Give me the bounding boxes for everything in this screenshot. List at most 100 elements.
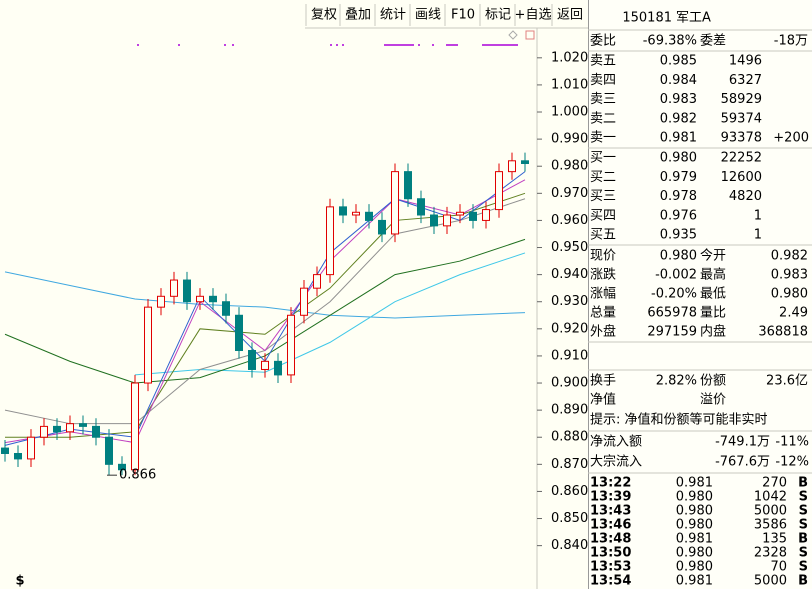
order-label: 买五 xyxy=(590,228,616,243)
order-volume: 6327 xyxy=(729,73,762,88)
trade-side: S xyxy=(799,518,808,533)
fund-label: 溢价 xyxy=(700,393,726,408)
stat-label: 量比 xyxy=(700,306,726,321)
candle-body xyxy=(378,219,386,235)
trade-side: S xyxy=(799,490,808,505)
y-tick-label: 0.960 xyxy=(551,213,588,228)
order-label: 卖五 xyxy=(590,54,616,69)
trade-time: 13:50 xyxy=(590,546,631,561)
order-label: 买四 xyxy=(590,208,616,223)
trade-price: 0.980 xyxy=(676,490,713,505)
toolbar-button[interactable]: 统计 xyxy=(380,8,406,23)
stat-label: 涨跌 xyxy=(590,267,616,283)
trade-time: 13:22 xyxy=(590,476,631,491)
trade-time: 13:46 xyxy=(590,518,631,533)
toolbar-button[interactable]: 画线 xyxy=(415,8,441,23)
value: -69.38% xyxy=(643,34,697,49)
fund-label: 份额 xyxy=(700,374,726,389)
candle-body xyxy=(287,314,295,376)
y-tick-label: 1.020 xyxy=(551,50,588,65)
candle-body xyxy=(391,171,399,235)
candle-body xyxy=(339,206,347,216)
candle-body xyxy=(118,463,126,471)
order-volume: 4820 xyxy=(729,189,762,204)
trade-price: 0.980 xyxy=(676,504,713,519)
toolbar-button[interactable]: 叠加 xyxy=(345,8,371,23)
candle-body xyxy=(248,350,256,370)
stat-label: 内盘 xyxy=(700,324,726,340)
candle-body xyxy=(235,314,243,352)
order-volume: 1 xyxy=(754,208,762,223)
toolbar-button[interactable]: 返回 xyxy=(557,8,583,23)
order-label: 卖二 xyxy=(590,111,616,126)
trade-side: S xyxy=(799,546,808,561)
trade-volume: 1042 xyxy=(754,490,787,505)
order-price: 0.983 xyxy=(660,92,697,107)
y-tick-label: 0.880 xyxy=(551,430,588,445)
flow-label: 大宗流入 xyxy=(590,454,642,470)
trade-volume: 70 xyxy=(770,560,787,575)
fund-value: 2.82% xyxy=(656,374,697,389)
moving-average xyxy=(4,271,526,319)
trade-side: B xyxy=(798,574,808,589)
flow-amount: -749.1万 xyxy=(715,435,770,450)
candle-body xyxy=(92,425,100,438)
candle-body xyxy=(183,279,191,303)
trade-side: S xyxy=(799,504,808,519)
label: 委比 xyxy=(590,34,616,49)
toolbar-button[interactable]: 标记 xyxy=(485,8,511,23)
toolbar-button[interactable]: F10 xyxy=(451,8,475,23)
order-volume: 58929 xyxy=(721,92,762,107)
toolbar-button[interactable]: 复权 xyxy=(311,7,337,23)
order-volume: 93378 xyxy=(721,131,762,146)
trade-time: 13:54 xyxy=(590,574,631,589)
candle-body xyxy=(482,209,490,221)
candle-body xyxy=(443,214,451,227)
trade-volume: 135 xyxy=(762,532,787,547)
order-volume: 1 xyxy=(754,228,762,243)
candle-body xyxy=(508,160,516,173)
order-price: 0.979 xyxy=(660,170,697,185)
candle-body xyxy=(300,287,308,316)
moving-average xyxy=(4,179,526,444)
candle-chart: 1.020 1.010 1.000 0.990 0.980 0.970 0.960 0.950… xyxy=(1,50,588,589)
candle-body xyxy=(196,295,204,303)
toolbar-button[interactable]: +自选 xyxy=(515,8,552,23)
hint: 提示: 净值和份额等可能非实时 xyxy=(590,412,768,428)
flow-amount: -767.6万 xyxy=(715,455,770,470)
candle-body xyxy=(157,295,165,308)
candle-body xyxy=(170,279,178,297)
order-price: 0.985 xyxy=(660,54,697,69)
stat-value: 2.49 xyxy=(779,306,808,321)
candle-body xyxy=(105,436,113,465)
stat-label: 涨幅 xyxy=(590,287,616,302)
candle-body xyxy=(40,425,48,438)
flow-ratio: -12% xyxy=(775,455,809,470)
y-tick-label: 0.980 xyxy=(551,159,588,174)
candle-body xyxy=(14,452,22,460)
fund-label: 净值 xyxy=(590,392,616,408)
stat-value: 0.983 xyxy=(771,268,808,283)
order-price: 0.976 xyxy=(660,208,697,223)
event-dots xyxy=(137,44,518,46)
candle-body xyxy=(417,198,425,216)
order-price: 0.984 xyxy=(660,73,697,88)
order-label: 卖一 xyxy=(590,131,616,146)
chart-icon xyxy=(508,30,518,40)
trade-price: 0.980 xyxy=(676,546,713,561)
trade-volume: 5000 xyxy=(754,504,787,519)
y-tick-label: 0.930 xyxy=(551,294,588,309)
order-label: 买一 xyxy=(590,151,616,166)
stat-label: 今开 xyxy=(700,248,726,264)
candle-body xyxy=(456,211,464,216)
trade-time: 13:48 xyxy=(590,532,631,547)
order-price: 0.980 xyxy=(660,151,697,166)
candle-body xyxy=(430,214,438,227)
trade-price: 0.980 xyxy=(676,560,713,575)
y-tick-label: 0.900 xyxy=(551,376,588,391)
y-tick-label: 1.010 xyxy=(551,77,588,92)
candle-body xyxy=(404,171,412,200)
y-tick-label: 0.840 xyxy=(551,538,588,553)
